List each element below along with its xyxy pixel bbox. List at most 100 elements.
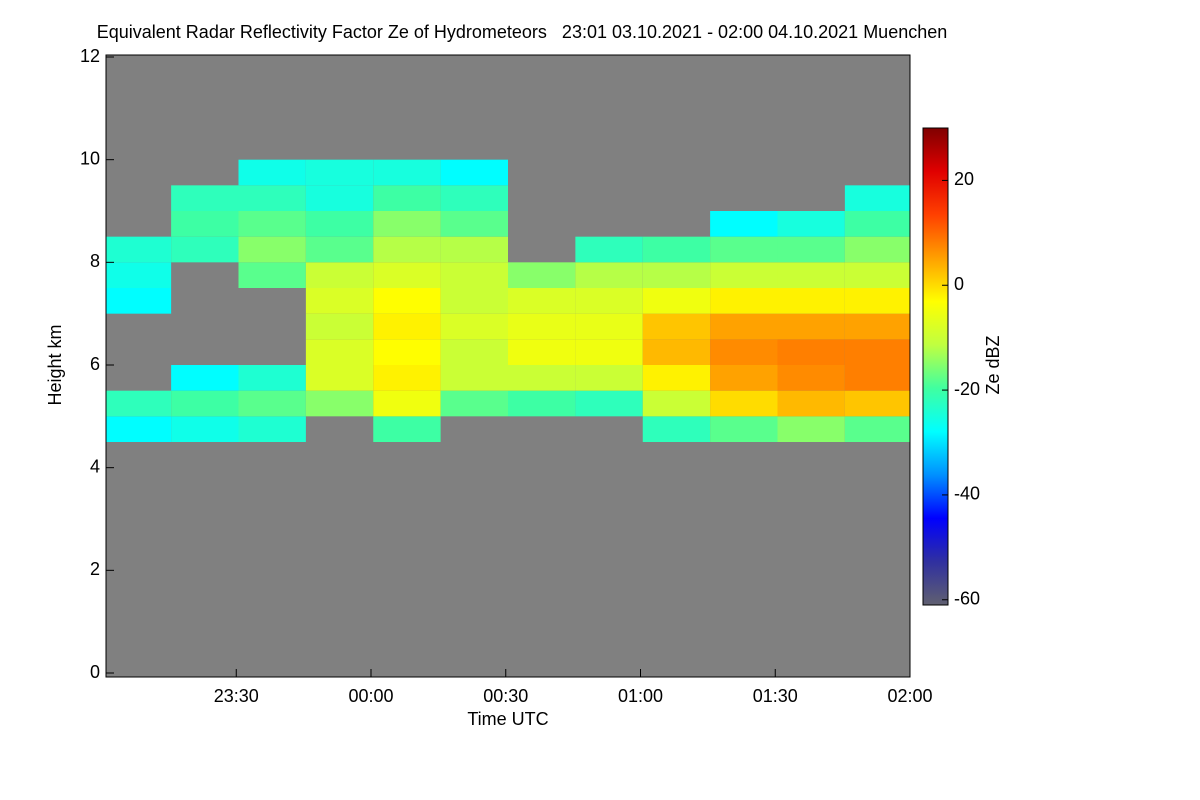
heatmap-cell xyxy=(575,262,643,288)
heatmap-cell xyxy=(575,390,643,417)
heatmap-cell xyxy=(440,288,508,314)
y-tick-label: 12 xyxy=(80,46,100,66)
heatmap-cell xyxy=(440,390,508,417)
heatmap-cell xyxy=(171,211,239,237)
heatmap-cell xyxy=(440,365,508,391)
x-tick-label: 01:00 xyxy=(618,686,663,706)
heatmap-cell xyxy=(642,416,711,442)
heatmap-cell xyxy=(171,416,239,442)
heatmap-cell xyxy=(440,313,508,340)
heatmap-cell xyxy=(305,313,374,340)
heatmap-cell xyxy=(642,390,711,417)
heatmap-cell xyxy=(642,313,711,340)
heatmap-cell xyxy=(106,390,172,417)
heatmap-cell xyxy=(508,365,576,391)
heatmap-cell xyxy=(844,313,910,340)
y-tick-label: 8 xyxy=(90,251,100,271)
heatmap-cell xyxy=(642,365,711,391)
heatmap-cell xyxy=(710,288,778,314)
heatmap-cell xyxy=(238,185,306,211)
heatmap-cell xyxy=(238,416,306,442)
colorbar-tick-label: 0 xyxy=(954,274,964,294)
heatmap-cell xyxy=(710,236,778,263)
colorbar-tick-label: -20 xyxy=(954,379,980,399)
heatmap-cell xyxy=(373,262,441,288)
heatmap-cell xyxy=(508,288,576,314)
heatmap-cell xyxy=(710,262,778,288)
heatmap-cell xyxy=(373,365,441,391)
heatmap-cell xyxy=(642,288,711,314)
heatmap-cell xyxy=(305,339,374,365)
heatmap-cell xyxy=(710,416,778,442)
heatmap-cell xyxy=(440,185,508,211)
heatmap-cell xyxy=(777,288,845,314)
heatmap-cell xyxy=(305,262,374,288)
y-tick-label: 10 xyxy=(80,148,100,168)
heatmap-cell xyxy=(710,211,778,237)
colorbar-tick-label: -40 xyxy=(954,484,980,504)
heatmap-cell xyxy=(710,390,778,417)
heatmap-cell xyxy=(844,262,910,288)
heatmap-cell xyxy=(642,262,711,288)
colorbar-label: Ze dBZ xyxy=(983,335,1003,394)
heatmap-cell xyxy=(844,416,910,442)
heatmap-cell xyxy=(844,339,910,365)
heatmap-cell xyxy=(305,365,374,391)
heatmap-cell xyxy=(305,390,374,417)
heatmap-cell xyxy=(305,185,374,211)
heatmap-cell xyxy=(106,288,172,314)
heatmap-cell xyxy=(575,288,643,314)
heatmap-cell xyxy=(305,288,374,314)
heatmap-cell xyxy=(440,339,508,365)
heatmap-cell xyxy=(575,365,643,391)
heatmap-cell xyxy=(844,390,910,417)
x-tick-label: 01:30 xyxy=(753,686,798,706)
heatmap-cell xyxy=(440,236,508,263)
y-tick-label: 0 xyxy=(90,662,100,682)
heatmap-cell xyxy=(844,365,910,391)
x-tick-label: 23:30 xyxy=(214,686,259,706)
heatmap-cell xyxy=(373,288,441,314)
heatmap-cell xyxy=(844,185,910,211)
y-tick-label: 6 xyxy=(90,354,100,374)
heatmap-cell xyxy=(305,159,374,186)
heatmap-cell xyxy=(642,339,711,365)
heatmap-cell xyxy=(642,236,711,263)
heatmap-cell xyxy=(777,211,845,237)
heatmap-cell xyxy=(508,262,576,288)
heatmap-cell xyxy=(171,365,239,391)
heatmap-cell xyxy=(106,236,172,263)
y-tick-label: 2 xyxy=(90,559,100,579)
heatmap-cell xyxy=(440,262,508,288)
colorbar xyxy=(922,127,949,606)
heatmap-cell xyxy=(710,365,778,391)
heatmap-cell xyxy=(373,416,441,442)
heatmap-cell xyxy=(777,390,845,417)
heatmap-cell xyxy=(440,211,508,237)
y-tick-label: 4 xyxy=(90,456,100,476)
heatmap-cell xyxy=(440,159,508,186)
heatmap-cell xyxy=(106,416,172,442)
heatmap-cell xyxy=(373,339,441,365)
heatmap-cell xyxy=(373,159,441,186)
heatmap-cell xyxy=(777,313,845,340)
heatmap-cell xyxy=(305,211,374,237)
heatmap-cell xyxy=(777,416,845,442)
heatmap-cell xyxy=(373,211,441,237)
chart-title: Equivalent Radar Reflectivity Factor Ze … xyxy=(97,22,948,42)
heatmap-cell xyxy=(575,313,643,340)
heatmap-cell xyxy=(777,236,845,263)
heatmap-cell xyxy=(508,313,576,340)
heatmap-cell xyxy=(710,313,778,340)
heatmap-cell xyxy=(238,236,306,263)
heatmap-cell xyxy=(373,236,441,263)
heatmap-cell xyxy=(844,211,910,237)
heatmap-cell xyxy=(238,159,306,186)
heatmap-cell xyxy=(575,236,643,263)
x-tick-label: 00:30 xyxy=(483,686,528,706)
colorbar-tick-label: 20 xyxy=(954,169,974,189)
x-tick-label: 02:00 xyxy=(887,686,932,706)
heatmap-cell xyxy=(575,339,643,365)
heatmap-cell xyxy=(373,390,441,417)
